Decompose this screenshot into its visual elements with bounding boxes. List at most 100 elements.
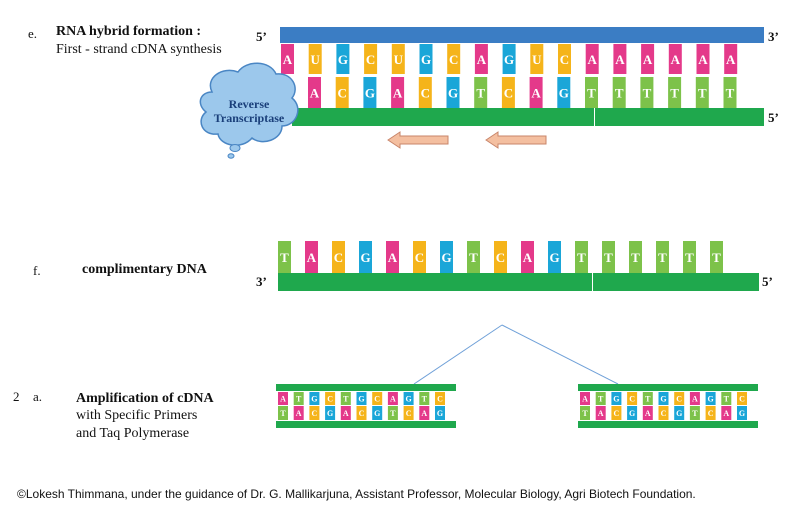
dna-base-6 (474, 77, 488, 108)
amp-left-top-base-5 (356, 392, 367, 405)
rna-base-7 (474, 44, 488, 74)
amp-left-top-base-letter-3: C (327, 395, 333, 404)
cdna-base-letter-9: A (523, 250, 533, 265)
cdna-base-letter-7: T (469, 250, 478, 265)
dna-base-2 (363, 77, 377, 108)
cdna-base-letter-11: T (577, 250, 586, 265)
rna-base-letter-8: G (504, 52, 514, 67)
label-5-bottom: 5’ (768, 110, 779, 125)
cdna-strand-segment-1 (292, 108, 594, 126)
amp-right-top-base-3 (627, 392, 638, 405)
amp-left-top-base-3 (325, 392, 336, 405)
amp-right-top-base-letter-0: A (582, 395, 588, 404)
amp-left-top-base-letter-4: T (343, 395, 349, 404)
step-e-letter: e. (28, 26, 38, 41)
cdna-base-letter-6: G (441, 250, 451, 265)
dna-base-14 (695, 77, 709, 108)
rna-base-10 (558, 44, 571, 74)
amp-right-bottom-base-letter-0: T (582, 409, 588, 418)
amp-left-bottom-base-3 (325, 406, 336, 420)
amp-right-top-base-letter-1: T (598, 395, 604, 404)
amp-right-top-base-4 (642, 392, 653, 405)
label-5-f: 5’ (762, 274, 773, 289)
credit-line: ©Lokesh Thimmana, under the guidance of … (17, 487, 696, 501)
amp-right-top-strand (578, 384, 758, 391)
amp-left-bottom-base-4 (340, 406, 351, 420)
amp-right-top-base-letter-5: G (660, 395, 666, 404)
cdna-base-5 (413, 241, 426, 273)
amp-right-bottom-base-9 (721, 406, 732, 420)
rna-base-letter-3: C (366, 52, 375, 67)
cdna-base-letter-10: G (549, 250, 559, 265)
amp-left-top-base-letter-5: G (358, 395, 364, 404)
dna-base-0 (308, 77, 321, 108)
step-2a-title: Amplification of cDNA (76, 391, 214, 406)
cdna-base-16 (710, 241, 723, 273)
amp-left-bottom-base-6 (372, 406, 383, 420)
cdna-base-letter-12: T (604, 250, 613, 265)
amp-right-top-base-6 (674, 392, 685, 405)
cdna-base-letter-0: T (280, 250, 289, 265)
dna-base-13 (668, 77, 682, 108)
amp-right-bottom-base-8 (705, 406, 716, 420)
label-3-f: 3’ (256, 274, 267, 289)
amp-right-top-base-letter-3: C (629, 395, 635, 404)
amp-left-bottom-base-letter-10: G (437, 409, 443, 418)
reverse-transcriptase-cloud: Reverse Transcriptase (199, 62, 299, 159)
amp-right-bottom-base-2 (611, 406, 622, 420)
rna-base-letter-10: C (560, 52, 569, 67)
cdna-base-letter-1: A (307, 250, 317, 265)
label-3-top: 3’ (768, 29, 779, 44)
dna-base-9 (557, 77, 571, 108)
amp-left-top-base-6 (372, 392, 383, 405)
dna-base-letter-15: T (726, 86, 735, 101)
dna-base-letter-5: G (448, 86, 458, 101)
rna-base-4 (391, 44, 405, 74)
left-arrow-2 (485, 131, 547, 149)
dna-base-12 (640, 77, 654, 108)
cdna-base-letter-15: T (685, 250, 694, 265)
cdna-base-14 (656, 241, 669, 273)
amp-right-bottom-base-letter-8: C (708, 409, 714, 418)
amp-left-top-base-letter-10: C (437, 395, 443, 404)
cdna-base-letter-5: C (415, 250, 424, 265)
rna-base-letter-2: G (338, 52, 348, 67)
rna-base-letter-7: A (477, 52, 487, 67)
amp-left-bottom-base-letter-2: C (312, 409, 318, 418)
amp-left-bottom-base-letter-7: T (390, 409, 396, 418)
rna-base-letter-9: U (532, 52, 542, 67)
cdna-final-segment-2 (593, 273, 759, 291)
rna-base-3 (364, 44, 378, 74)
amp-left-bottom-strand (276, 421, 456, 428)
amp-left-bottom-base-letter-0: T (280, 409, 286, 418)
step-f-title: complimentary DNA (82, 262, 207, 277)
amp-left-top-base-letter-8: G (405, 395, 411, 404)
step-2a-letter: a. (33, 389, 43, 404)
amp-right-top-base-letter-8: G (707, 395, 713, 404)
step-e-title: RNA hybrid formation : (56, 24, 202, 39)
dna-base-letter-11: T (615, 86, 624, 101)
amp-left-bottom-base-1 (293, 406, 304, 420)
rna-base-letter-0: A (283, 52, 293, 67)
amp-left-bottom-base-letter-6: G (374, 409, 380, 418)
rna-base-8 (502, 44, 516, 74)
enzyme-label: Reverse Transcriptase (214, 97, 285, 125)
amp-right-bottom-base-3 (627, 406, 638, 420)
rna-base-6 (447, 44, 461, 74)
rna-base-9 (530, 44, 544, 74)
amp-left-bottom-base-letter-8: C (406, 409, 412, 418)
dna-base-letter-8: A (531, 86, 541, 101)
dna-base-letter-10: T (587, 86, 596, 101)
cdna-base-letter-16: T (712, 250, 721, 265)
amp-right-bottom-base-1 (595, 406, 606, 420)
amp-right-bottom-base-letter-6: G (676, 409, 682, 418)
amp-right-top-base-8 (705, 392, 716, 405)
cdna-base-4 (386, 241, 399, 273)
rna-strand (280, 27, 764, 43)
dna-base-letter-14: T (698, 86, 707, 101)
rna-base-2 (336, 44, 350, 74)
rna-base-11 (585, 44, 599, 74)
amp-left-top-strand (276, 384, 456, 391)
